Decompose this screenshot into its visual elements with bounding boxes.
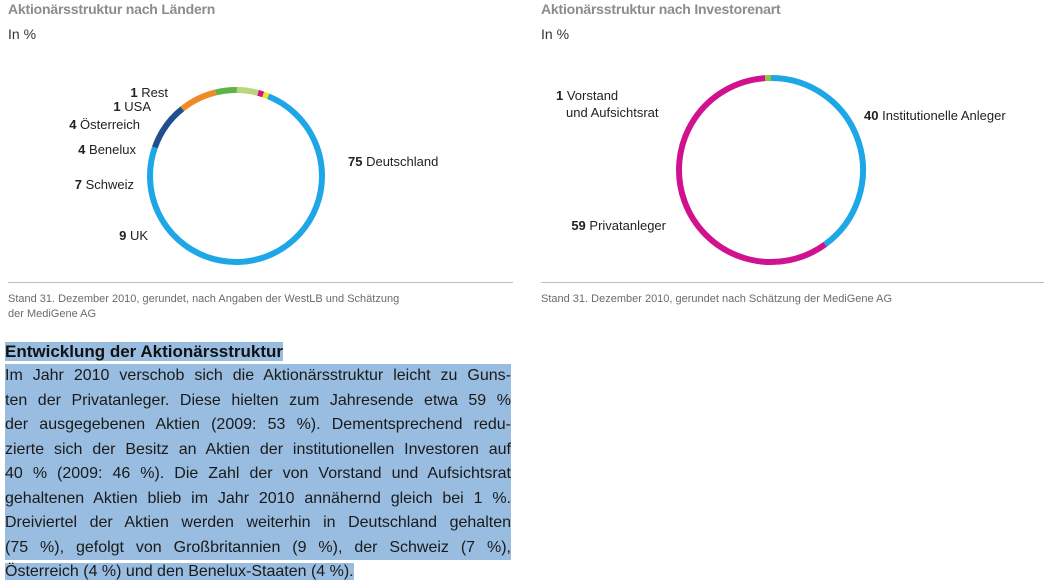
chart-title: Aktionärsstruktur nach Investorenart — [541, 1, 781, 17]
chart-panel-investors: Aktionärsstruktur nach Investorenart In … — [541, 0, 1045, 325]
donut-slice-uk — [152, 106, 185, 149]
donut-slice-rest — [262, 91, 270, 100]
donut-slice-oesterreich — [236, 87, 259, 96]
donut-slice-usa — [257, 89, 265, 98]
body-line-last: Österreich (4 %) und den Benelux-Staaten… — [5, 560, 511, 585]
donut-slice-institutionelle-anleger — [770, 75, 866, 247]
divider — [541, 282, 1044, 283]
donut-slice-deutschland — [147, 93, 325, 265]
footnote-line: Stand 31. Dezember 2010, gerundet, nach … — [8, 293, 400, 305]
slice-label-uk: 9 UK — [119, 228, 148, 243]
body-line: 40 % (2009: 46 %). Die Zahl der von Vors… — [5, 462, 511, 487]
slice-label-vorstand-und-aufsichtsrat: 1 Vorstand und Aufsichtsrat — [556, 88, 659, 120]
body-line: zierte sich der Besitz an Aktien der ins… — [5, 437, 511, 462]
chart-footnote: Stand 31. Dezember 2010, gerundet, nach … — [8, 292, 399, 322]
body-line: (75 %), gefolgt von Großbritannien (9 %)… — [5, 535, 511, 560]
slice-label-deutschland: 75 Deutschland — [348, 154, 438, 169]
body-line: Dreiviertel der Aktien werden weiterhin … — [5, 511, 511, 536]
section-heading-text: Entwicklung der Aktionärsstruktur — [5, 342, 284, 361]
slice-label-institutionelle-anleger: 40 Institutionelle Anleger — [864, 108, 1006, 123]
footnote-line: Stand 31. Dezember 2010, gerundet nach S… — [541, 293, 893, 305]
slice-label-oesterreich: 4 Österreich — [69, 117, 140, 132]
section-body: Im Jahr 2010 verschob sich die Aktionärs… — [5, 364, 511, 585]
body-line: der ausgegebenen Aktien (2009: 53 %). De… — [5, 413, 511, 438]
chart-unit: In % — [541, 26, 570, 42]
body-line: gehaltenen Aktien blieb im Jahr 2010 ann… — [5, 486, 511, 511]
slice-label-benelux: 4 Benelux — [78, 142, 136, 157]
text-section: Entwicklung der Aktionärsstruktur Im Jah… — [5, 340, 511, 585]
section-heading: Entwicklung der Aktionärsstruktur — [5, 340, 511, 364]
slice-label-usa: 1 USA — [113, 99, 151, 114]
donut-slice-schweiz — [180, 89, 217, 112]
chart-title: Aktionärsstruktur nach Ländern — [8, 1, 216, 17]
body-line-text: Österreich (4 %) und den Benelux-Staaten… — [5, 563, 354, 580]
donut-slice-privatanleger — [676, 75, 827, 265]
slice-label-rest: 1 Rest — [130, 85, 168, 100]
chart-footnote: Stand 31. Dezember 2010, gerundet nach S… — [541, 292, 892, 307]
footnote-line: der MediGene AG — [8, 308, 97, 320]
chart-panel-countries: Aktionärsstruktur nach Ländern In % 75 D… — [8, 0, 514, 325]
slice-label-schweiz: 7 Schweiz — [75, 177, 134, 192]
body-line: Im Jahr 2010 verschob sich die Aktionärs… — [5, 364, 511, 389]
body-line: ten der Privatanleger. Diese hielten zum… — [5, 388, 511, 413]
donut-chart-investors: 40 Institutionelle Anleger 59 Privatanleg… — [556, 74, 1006, 265]
donut-chart-countries: 75 Deutschland 9 UK 7 Schweiz 4 Benelux 4 Ös… — [69, 85, 438, 265]
chart-unit: In % — [8, 26, 37, 42]
divider — [8, 282, 513, 283]
slice-label-privatanleger: 59 Privatanleger — [571, 218, 666, 233]
donut-slice-benelux — [215, 86, 237, 96]
